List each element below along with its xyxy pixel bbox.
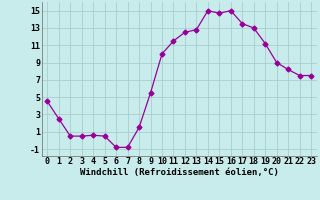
X-axis label: Windchill (Refroidissement éolien,°C): Windchill (Refroidissement éolien,°C) [80, 168, 279, 177]
